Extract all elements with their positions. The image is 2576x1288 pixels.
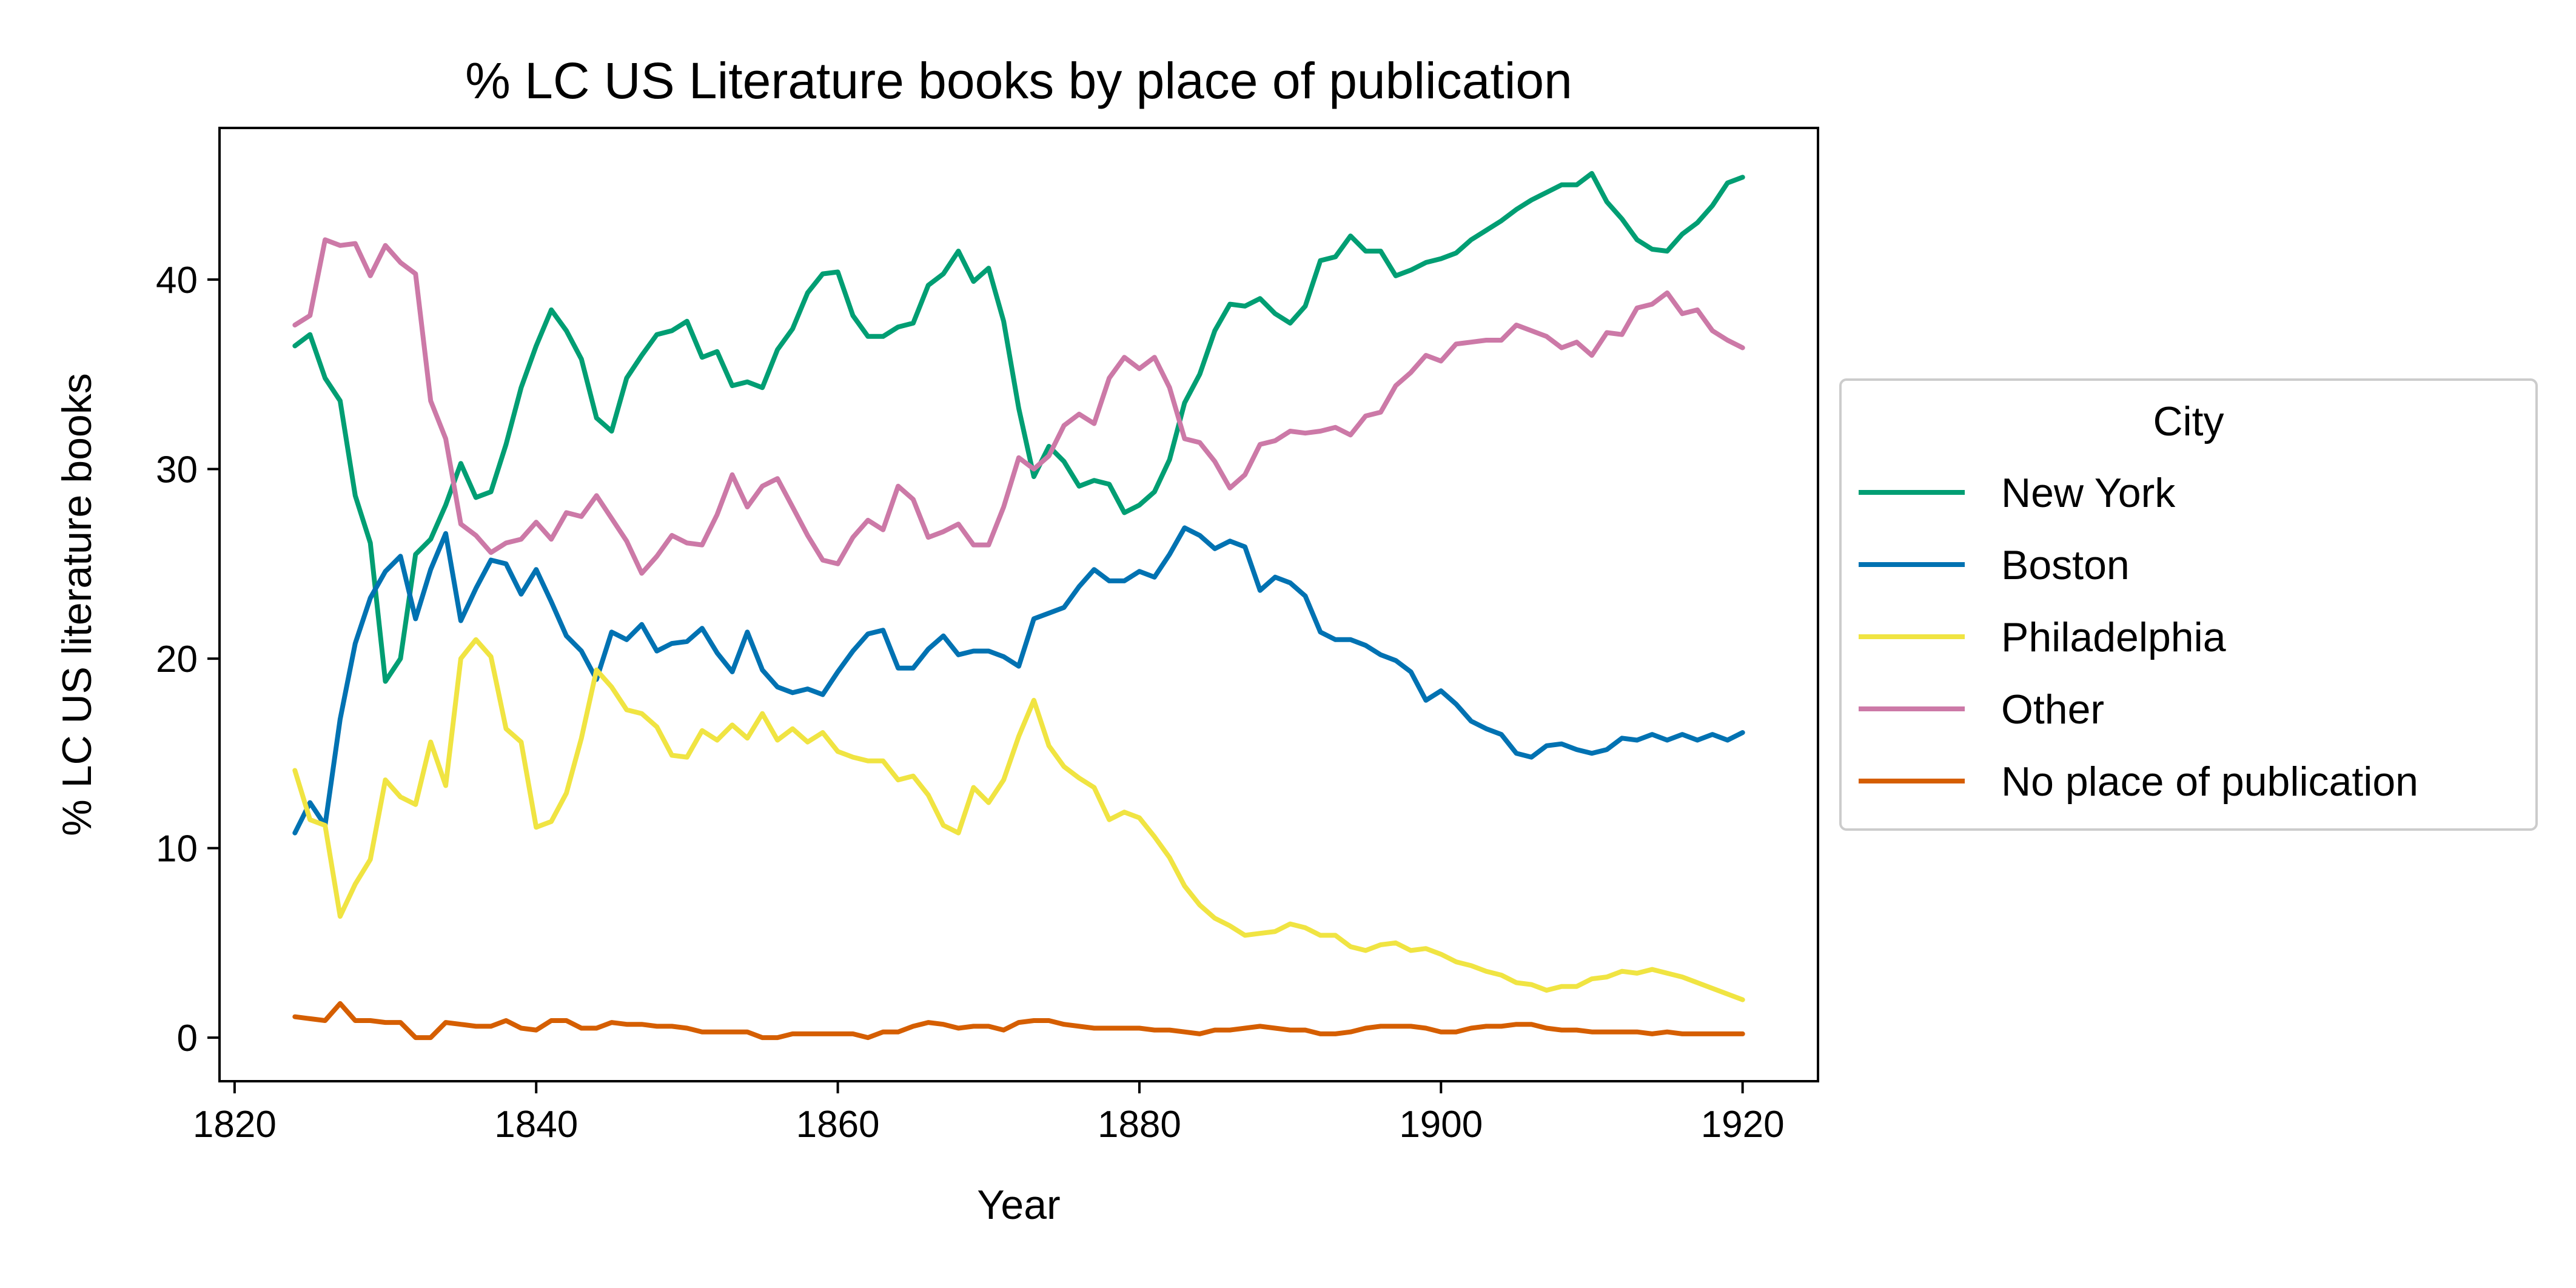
series-line-other — [292, 237, 1745, 576]
y-tick-label: 10 — [156, 828, 198, 870]
y-tick-label: 0 — [177, 1018, 198, 1059]
legend-box — [1839, 378, 2538, 831]
legend-title: City — [2153, 398, 2224, 444]
x-tick-label: 1920 — [1701, 1104, 1785, 1145]
series-line-boston — [292, 525, 1745, 836]
x-axis-title: Year — [977, 1182, 1060, 1228]
plot-area — [292, 171, 1745, 1041]
x-tick-label: 1900 — [1399, 1104, 1483, 1145]
legend-label-philadelphia: Philadelphia — [2001, 614, 2226, 660]
series-line-philadelphia — [292, 637, 1745, 1002]
x-tick-label: 1840 — [494, 1104, 578, 1145]
y-axis-title: % LC US literature books — [54, 373, 100, 836]
plot-frame — [218, 127, 1819, 1082]
x-tick-label: 1880 — [1098, 1104, 1181, 1145]
chart-title: % LC US Literature books by place of pub… — [465, 52, 1572, 109]
y-tick-label: 40 — [156, 260, 198, 301]
legend: City New York Boston Philadelphia Other No p… — [1839, 378, 2538, 831]
legend-label-other: Other — [2001, 686, 2104, 733]
x-tick-label: 1860 — [796, 1104, 880, 1145]
series-line-new-york — [292, 171, 1745, 684]
legend-label-boston: Boston — [2001, 542, 2130, 588]
series-line-no-place-of-publication — [292, 1001, 1745, 1041]
x-tick-label: 1820 — [193, 1104, 277, 1145]
legend-entries: New York Boston Philadelphia Other No place … — [1859, 470, 2418, 805]
y-axis: 0 10 20 30 40 — [156, 260, 220, 1059]
x-axis: 1820 1840 1860 1880 1900 1920 — [193, 1081, 1785, 1145]
y-tick-label: 20 — [156, 639, 198, 680]
legend-label-new-york: New York — [2001, 470, 2176, 516]
y-tick-label: 30 — [156, 449, 198, 491]
legend-label-no-place-of-publication: No place of publication — [2001, 759, 2418, 805]
